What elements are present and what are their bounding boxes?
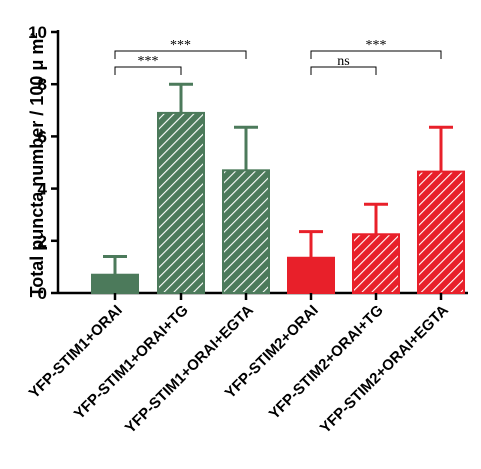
significance-bracket [310, 50, 442, 59]
y-tick-label: 6 [38, 127, 47, 146]
significance-label: ns [337, 54, 349, 69]
x-tick-label: YFP-STIM2+ORAI+EGTA [317, 302, 452, 437]
significance-label: *** [170, 38, 191, 53]
bar [91, 273, 139, 295]
y-tick-label: 8 [38, 75, 47, 94]
significance-label: *** [138, 54, 159, 69]
x-tick-label: YFP-STIM1+ORAI+TG [71, 302, 192, 423]
y-tick-label: 2 [38, 232, 47, 251]
y-tick-label: 0 [38, 284, 47, 303]
y-tick-label: 4 [38, 180, 48, 199]
y-axis-label: Total puncta number / 100 μ m² [27, 33, 47, 298]
significance-label: *** [366, 38, 387, 53]
significance-bracket [114, 66, 182, 75]
x-tick-label: YFP-STIM2+ORAI+TG [266, 302, 387, 423]
bar [352, 233, 400, 294]
significance-bracket [310, 66, 377, 75]
y-tick-label: 10 [28, 23, 47, 42]
significance-bracket [114, 50, 247, 59]
bar [157, 111, 205, 294]
bar [287, 256, 335, 295]
bar [417, 170, 465, 294]
x-tick-label: YFP-STIM1+ORAI+EGTA [122, 302, 257, 437]
bar [222, 169, 270, 294]
